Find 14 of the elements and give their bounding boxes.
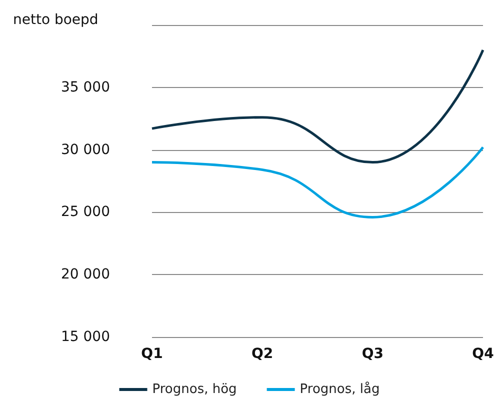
x-tick-label: Q2 (252, 346, 274, 362)
y-tick-label: 25 000 (61, 204, 110, 220)
legend-label: Prognos, hög (152, 382, 237, 397)
x-tick-label: Q1 (141, 346, 163, 362)
line-series (150, 48, 484, 164)
x-tick-label: Q3 (362, 346, 384, 362)
y-tick-label: 30 000 (61, 142, 110, 158)
y-tick-label: 15 000 (61, 329, 110, 345)
line-series (150, 146, 484, 218)
y-axis-title: netto boepd (13, 12, 98, 28)
y-tick-label: 20 000 (61, 266, 110, 283)
legend-label: Prognos, låg (300, 381, 380, 397)
x-tick-label: Q4 (472, 346, 494, 362)
y-tick-label: 35 000 (61, 79, 110, 96)
